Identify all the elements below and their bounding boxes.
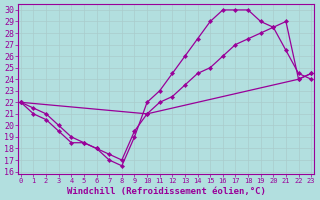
X-axis label: Windchill (Refroidissement éolien,°C): Windchill (Refroidissement éolien,°C) xyxy=(67,187,266,196)
